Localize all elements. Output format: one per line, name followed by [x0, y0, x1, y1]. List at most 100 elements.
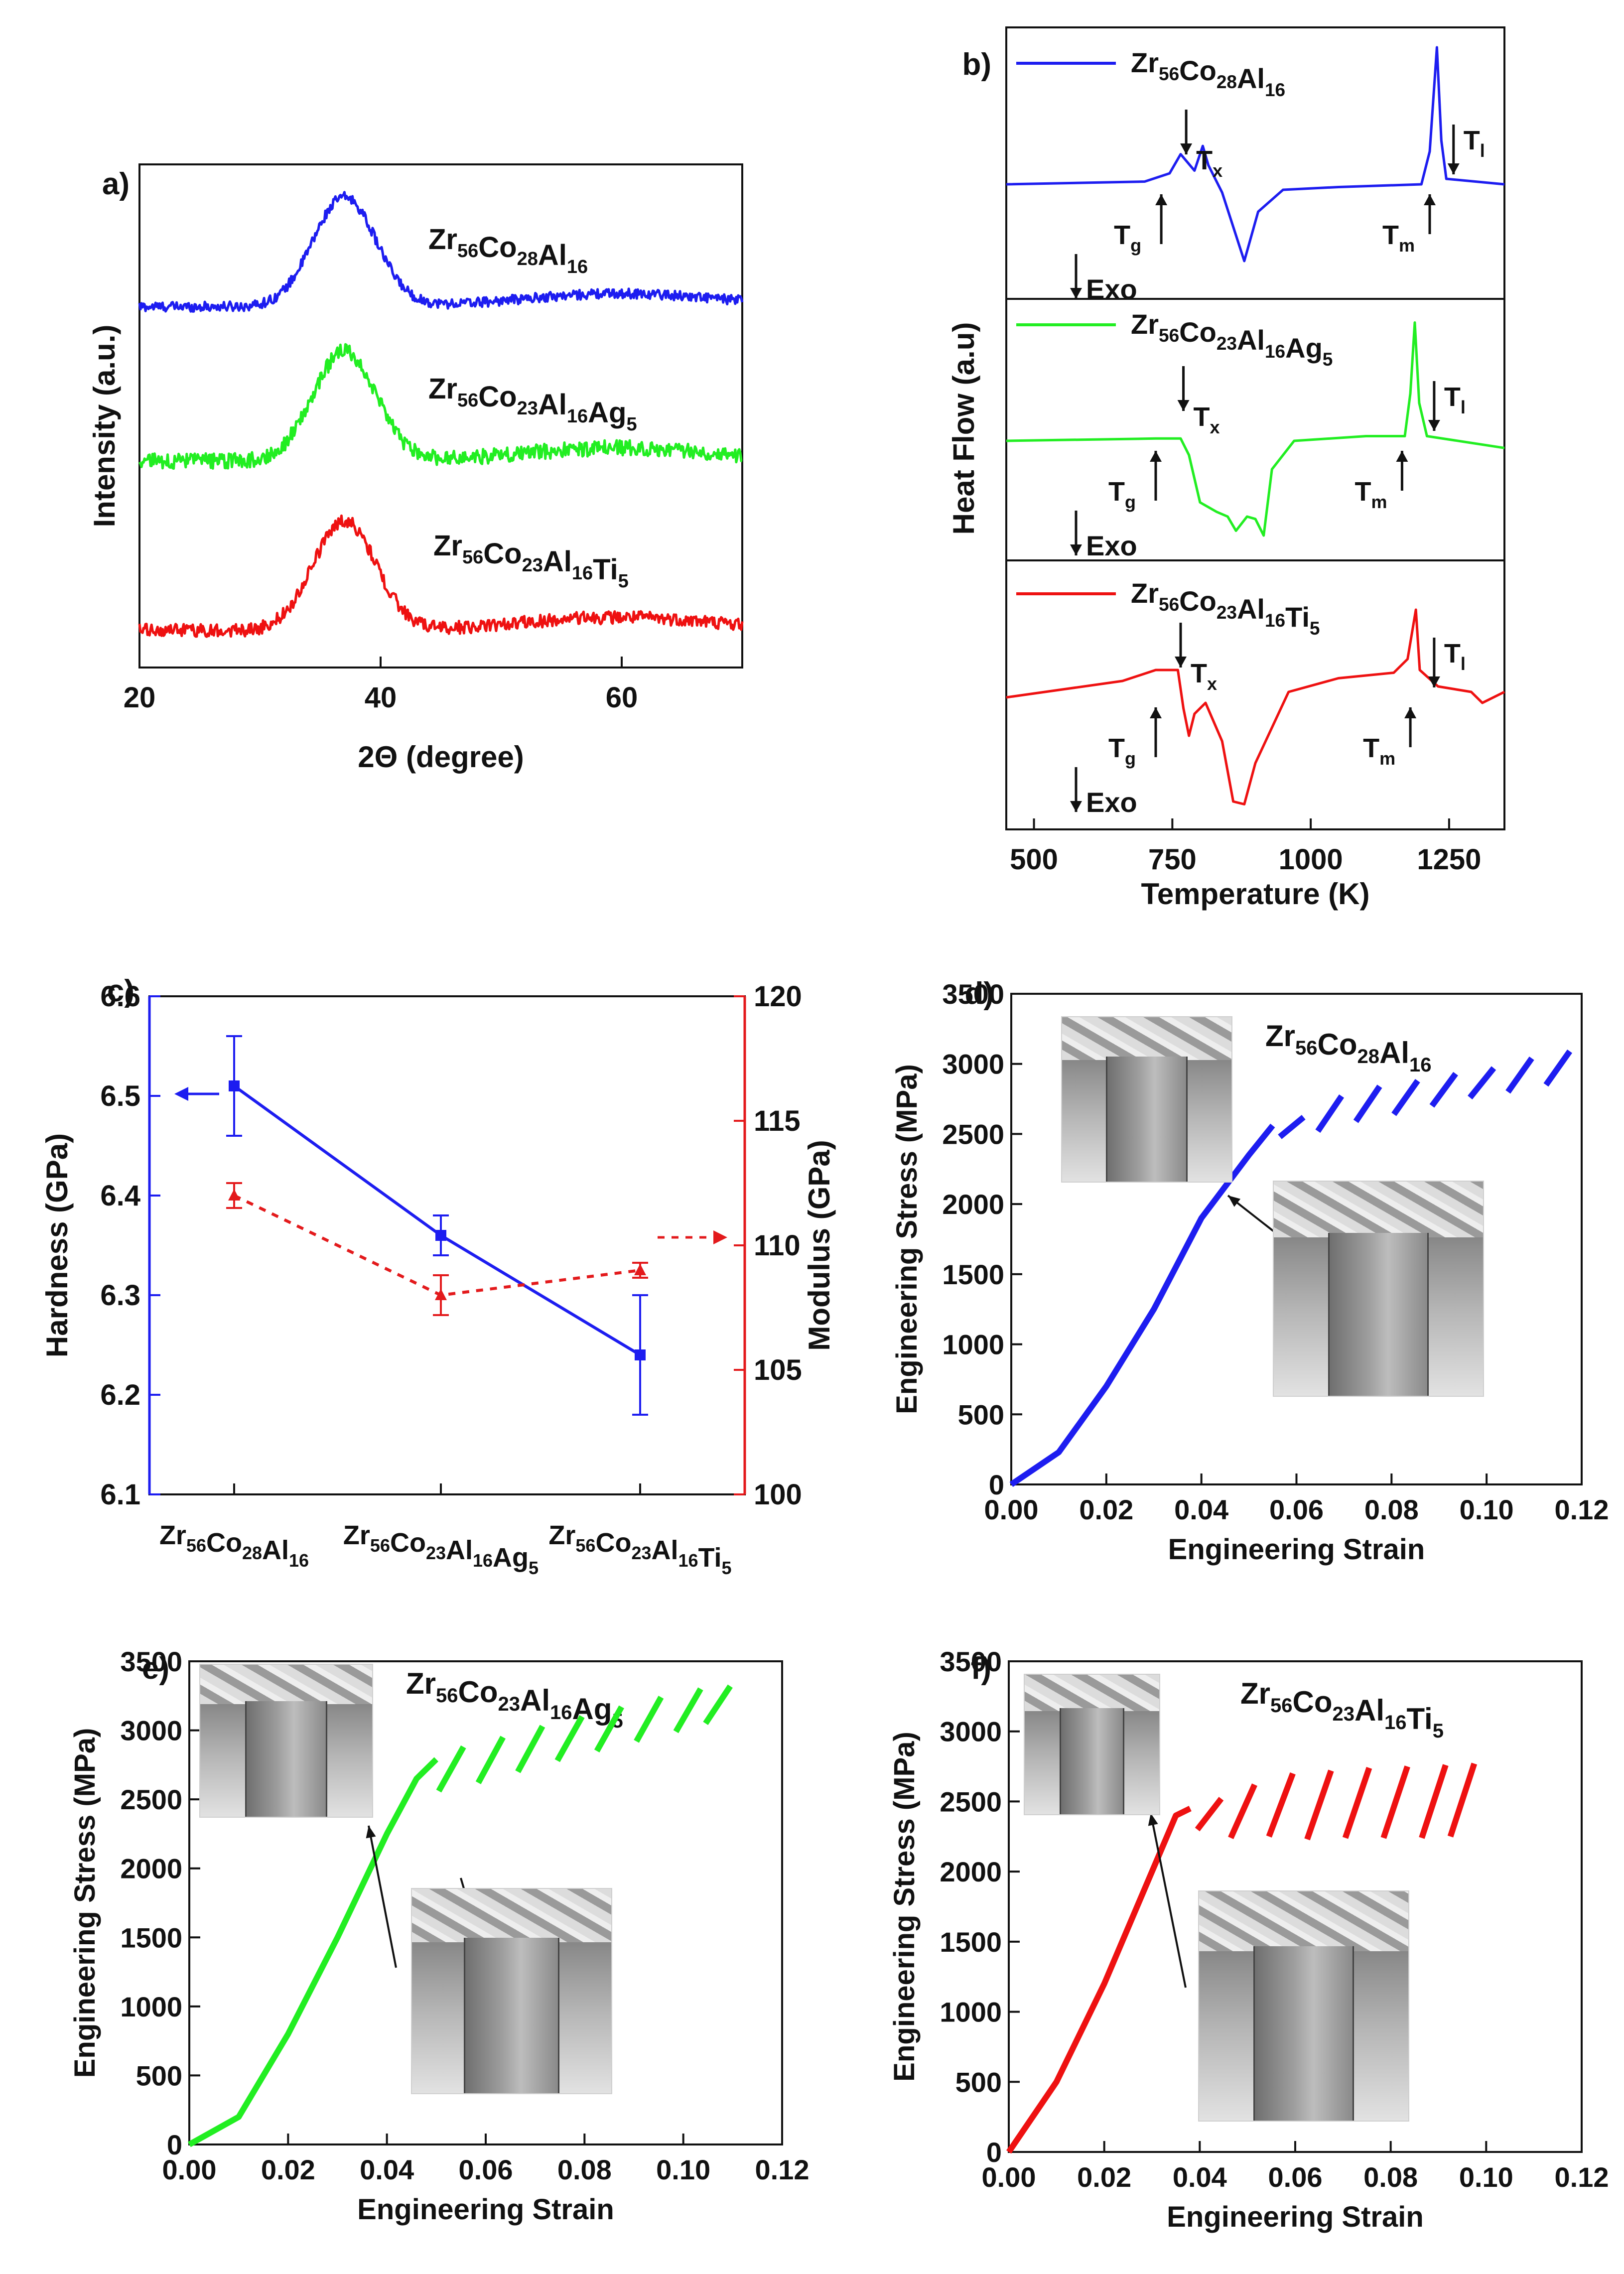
stress-y-tick-label-e: 3500 — [120, 1646, 182, 1677]
stress-title-f-subscript: 23 — [1332, 1703, 1354, 1725]
hardness-axis-label: Hardness (GPa) — [40, 1133, 74, 1357]
dsc-tl-label-element: T — [1444, 639, 1461, 669]
dsc-tm-label-element: T — [1363, 733, 1379, 763]
stress-x-tick-label-f: 0.04 — [1173, 2161, 1227, 2193]
dsc-tm-label: Tm — [1382, 220, 1415, 256]
dsc-tg-label-element: T — [1108, 733, 1125, 763]
dsc-x-tick-label: 1250 — [1417, 843, 1481, 876]
stress-y-tick-label-f: 500 — [955, 2066, 1002, 2098]
dsc-tx-label: Tx — [1196, 145, 1222, 181]
mech-category-label-2-element: Co — [595, 1528, 631, 1558]
modulus-point — [228, 1189, 240, 1201]
xrd-x-tick-label: 20 — [124, 681, 156, 714]
dsc-tx-label-subscript: x — [1207, 673, 1217, 694]
dsc-tm-arrow-head — [1404, 707, 1417, 718]
dsc-tx-arrow-head — [1180, 143, 1193, 154]
modulus-axis-arrow-head — [713, 1230, 727, 1244]
stress-y-tick-label-e: 1500 — [120, 1922, 182, 1953]
dsc-exo-label: Exo — [1086, 273, 1137, 305]
stress-y-tick-label-e: 2000 — [120, 1853, 182, 1884]
mech-category-label-1-subscript: 56 — [370, 1535, 390, 1556]
dsc-tm-label: Tm — [1354, 477, 1387, 512]
mech-category-label-2-subscript: 56 — [575, 1535, 595, 1556]
dsc-tl-label-element: T — [1444, 382, 1461, 412]
dsc-tl-label-subscript: l — [1461, 397, 1466, 417]
stress-y-tick-label-d: 2500 — [942, 1118, 1004, 1150]
pillar-photo-e-deformed — [411, 1888, 612, 2094]
stress-title-d-element: Al — [1379, 1036, 1409, 1070]
xrd-legend-label-1-element: Al — [538, 389, 567, 421]
xrd-legend-label-2-element: Co — [483, 537, 522, 570]
stress-y-tick-label-d: 1500 — [942, 1259, 1004, 1290]
stress-y-tick-label-d: 500 — [958, 1399, 1004, 1430]
stress-title-d-element: Zr — [1265, 1019, 1295, 1053]
dsc-legend-label-1-element: Ag — [1285, 332, 1323, 364]
dsc-x-tick-label: 1000 — [1279, 843, 1343, 876]
stress-y-tick-label-d: 3000 — [942, 1049, 1004, 1080]
pillar-photo-f-initial — [1024, 1674, 1160, 1815]
stress-serration-f — [1380, 1765, 1410, 1839]
stress-title-d-subscript: 16 — [1409, 1054, 1432, 1076]
dsc-tx-label-element: T — [1196, 145, 1213, 175]
xrd-legend-label-0-subscript: 56 — [457, 241, 478, 262]
stress-title-e-element: Zr — [406, 1667, 436, 1700]
pillar-photo-e-initial — [199, 1664, 373, 1818]
dsc-tg-label-subscript: g — [1125, 492, 1136, 512]
stress-x-tick-label-f: 0.02 — [1077, 2161, 1131, 2193]
xrd-pattern-1 — [138, 343, 743, 470]
stress-loading-curve-d — [1009, 1123, 1275, 1487]
mech-category-label-0-element: Co — [206, 1528, 242, 1558]
pillar-photo-d-deformed — [1273, 1181, 1484, 1397]
stress-x-tick-label-d: 0.08 — [1364, 1494, 1419, 1525]
modulus-point — [634, 1264, 646, 1275]
dsc-legend-label-1-subscript: 5 — [1323, 349, 1333, 370]
xrd-legend-label-1-element: Ag — [588, 397, 626, 429]
dsc-tm-label-subscript: m — [1379, 748, 1395, 769]
xrd-legend-label-1-subscript: 16 — [567, 406, 588, 427]
stress-serration-f — [1195, 1797, 1224, 1832]
stress-title-d: Zr56Co28Al16 — [1265, 1019, 1431, 1076]
dsc-tx-label: Tx — [1194, 402, 1220, 437]
mech-category-label-2-element: Ti — [698, 1543, 722, 1573]
xrd-legend-label-1-subscript: 56 — [457, 390, 478, 411]
stress-serration-d — [1468, 1066, 1496, 1100]
mech-category-label-1: Zr56Co23Al16Ag5 — [343, 1520, 539, 1578]
mech-category-label-0: Zr56Co28Al16 — [159, 1520, 309, 1571]
dsc-tx-arrow-head — [1177, 400, 1190, 411]
stress-y-tick-label-f: 2500 — [940, 1786, 1002, 1817]
stress-y-tick-label-e: 0 — [167, 2129, 182, 2160]
stress-x-tick-label-d: 0.00 — [984, 1494, 1039, 1525]
stress-serration-e — [554, 1715, 585, 1762]
dsc-tg-label-subscript: g — [1125, 748, 1136, 769]
dsc-legend-label-2-element: Al — [1237, 593, 1265, 625]
stress-x-tick-label-e: 0.10 — [656, 2154, 710, 2185]
dsc-legend-label-1-element: Al — [1237, 324, 1265, 356]
dsc-y-axis-label: Heat Flow (a.u) — [947, 322, 980, 535]
stress-x-tick-label-f: 0.00 — [982, 2161, 1036, 2193]
stress-y-tick-label-e: 2500 — [120, 1784, 182, 1815]
stress-x-tick-label-d: 0.10 — [1460, 1494, 1514, 1525]
stress-serration-e — [475, 1736, 506, 1784]
stress-x-tick-label-f: 0.08 — [1363, 2161, 1418, 2193]
stress-x-tick-label-e: 0.04 — [360, 2154, 414, 2185]
stress-serration-e — [634, 1696, 664, 1743]
stress-x-tick-label-d: 0.12 — [1555, 1494, 1609, 1525]
dsc-tl-label-subscript: l — [1480, 140, 1485, 161]
dsc-legend-label-1-element: Co — [1179, 316, 1217, 348]
panel-label-a: a) — [102, 167, 130, 201]
stress-y-tick-label-f: 1500 — [940, 1926, 1002, 1958]
dsc-legend-label-0: Zr56Co28Al16 — [1131, 47, 1285, 100]
mech-category-label-1-subscript: 5 — [529, 1558, 539, 1578]
stress-serration-e — [594, 1705, 624, 1753]
stress-serration-e — [703, 1684, 733, 1726]
stress-title-e: Zr56Co23Al16Ag5 — [406, 1667, 623, 1732]
dsc-tl-arrow-head — [1428, 420, 1440, 431]
xrd-x-axis-label: 2Θ (degree) — [358, 740, 524, 774]
dsc-legend-label-0-subscript: 16 — [1265, 80, 1285, 100]
xrd-legend-label-0-subscript: 28 — [517, 249, 538, 269]
stress-y-tick-label-d: 3500 — [942, 978, 1004, 1010]
stress-x-tick-label-e: 0.06 — [459, 2154, 513, 2185]
hardness-point — [229, 1080, 240, 1091]
stress-x-axis-label-d: Engineering Strain — [1168, 1533, 1425, 1566]
